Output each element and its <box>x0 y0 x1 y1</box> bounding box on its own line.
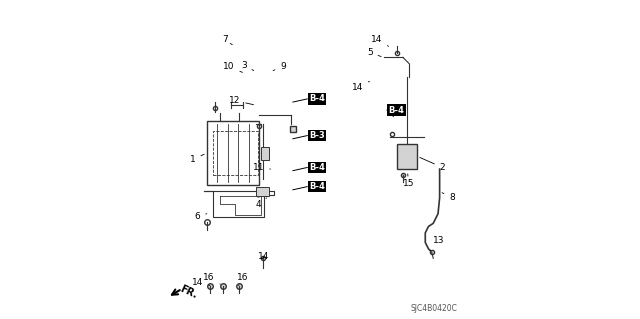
Text: 3: 3 <box>241 61 253 70</box>
Text: 10: 10 <box>223 63 243 72</box>
Text: B-4: B-4 <box>309 163 324 172</box>
Bar <box>213 131 258 175</box>
Text: 7: 7 <box>221 35 232 45</box>
Text: B-4: B-4 <box>309 182 324 191</box>
Text: 11: 11 <box>253 163 271 172</box>
Bar <box>256 187 269 196</box>
Text: 13: 13 <box>430 236 445 250</box>
Text: 8: 8 <box>442 193 455 202</box>
Text: 14: 14 <box>352 81 369 92</box>
Text: SJC4B0420C: SJC4B0420C <box>410 304 457 313</box>
Text: 14: 14 <box>371 35 388 46</box>
Text: 16: 16 <box>237 273 248 286</box>
Text: 5: 5 <box>367 48 381 57</box>
Text: 14: 14 <box>258 252 269 261</box>
Text: 16: 16 <box>204 273 220 284</box>
Text: B-3: B-3 <box>309 131 324 140</box>
Text: 12: 12 <box>229 96 253 105</box>
Text: 15: 15 <box>403 174 415 188</box>
Text: 1: 1 <box>190 154 204 164</box>
Text: 2: 2 <box>420 158 445 172</box>
Text: B-4: B-4 <box>309 94 324 103</box>
Text: FR.: FR. <box>178 284 198 301</box>
Text: 9: 9 <box>273 62 286 70</box>
Text: 6: 6 <box>195 212 207 221</box>
Bar <box>397 144 417 169</box>
Bar <box>261 147 269 160</box>
Text: 14: 14 <box>192 278 210 287</box>
Bar <box>207 121 259 185</box>
Text: B-4: B-4 <box>388 106 404 115</box>
Text: 4: 4 <box>255 198 267 209</box>
